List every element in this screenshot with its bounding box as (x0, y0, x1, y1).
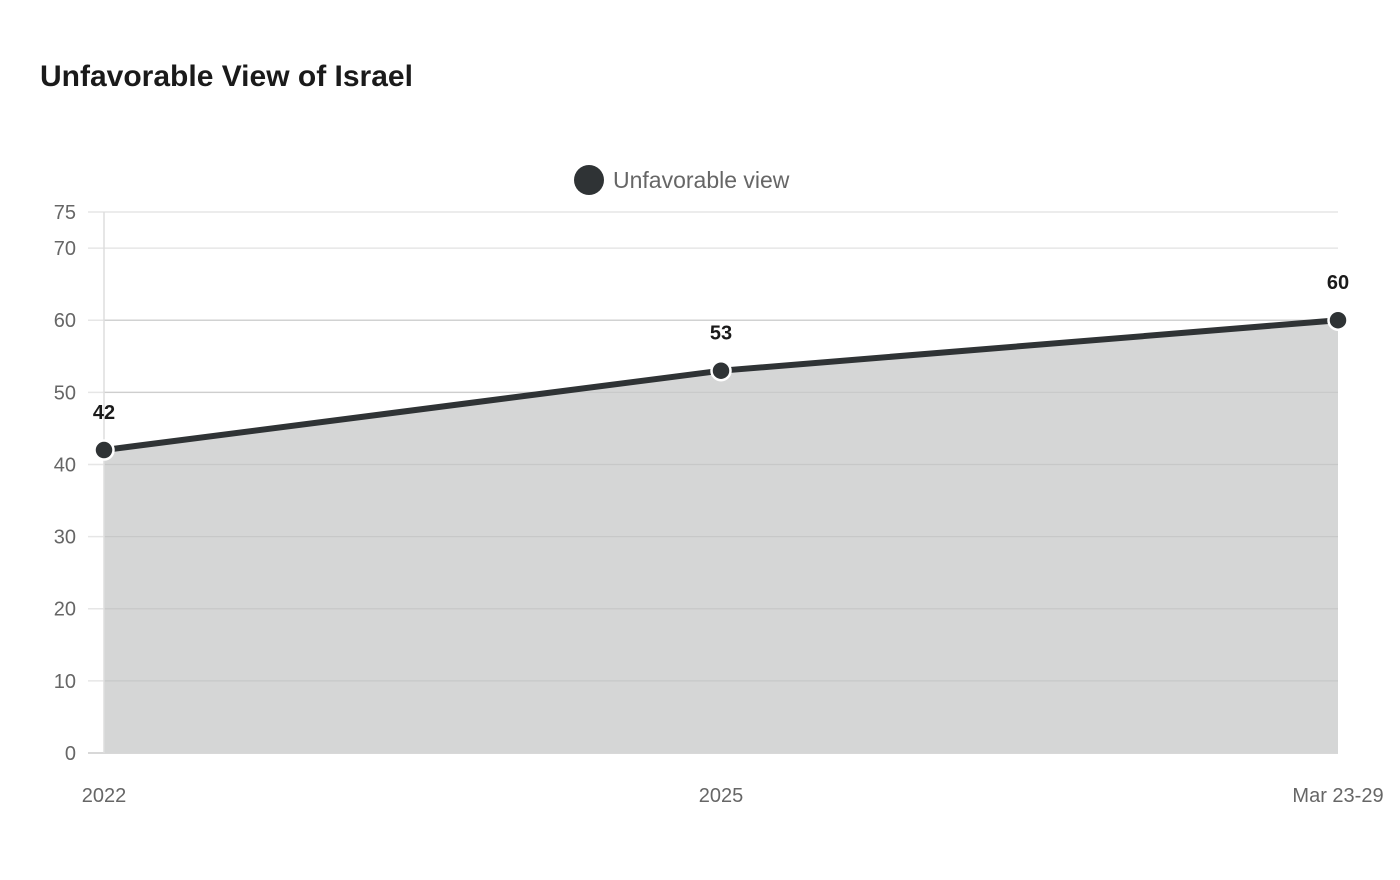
legend-label: Unfavorable view (613, 167, 790, 193)
data-point-marker[interactable] (710, 359, 732, 382)
markers (93, 309, 1349, 461)
data-point-marker[interactable] (1327, 309, 1349, 331)
y-tick-label: 0 (65, 743, 76, 765)
legend-swatch (574, 165, 604, 195)
y-tick-label: 40 (54, 454, 76, 476)
data-point-marker[interactable] (93, 439, 115, 461)
legend[interactable]: Unfavorable view (574, 165, 790, 195)
y-tick-label: 75 (54, 202, 76, 224)
x-tick-label: 2022 (82, 785, 127, 807)
series-area (104, 319, 1338, 753)
y-tick-label: 70 (54, 238, 76, 260)
y-tick-label: 60 (54, 310, 76, 332)
x-tick-label: 2025 (699, 785, 744, 807)
data-label: 60 (1327, 272, 1349, 294)
y-tick-label: 20 (54, 599, 76, 621)
chart-title: Unfavorable View of Israel (40, 60, 413, 93)
y-tick-label: 10 (54, 671, 76, 693)
data-label: 53 (710, 323, 732, 345)
y-tick-label: 30 (54, 527, 76, 549)
data-labels: 42 53 60 (93, 272, 1349, 424)
axes: 0 10 20 30 40 50 60 70 75 2022 2025 Mar 23-29 (54, 202, 1384, 807)
data-label: 42 (93, 402, 115, 424)
y-tick-label: 50 (54, 382, 76, 404)
x-tick-label: Mar 23-29 (1292, 785, 1383, 807)
